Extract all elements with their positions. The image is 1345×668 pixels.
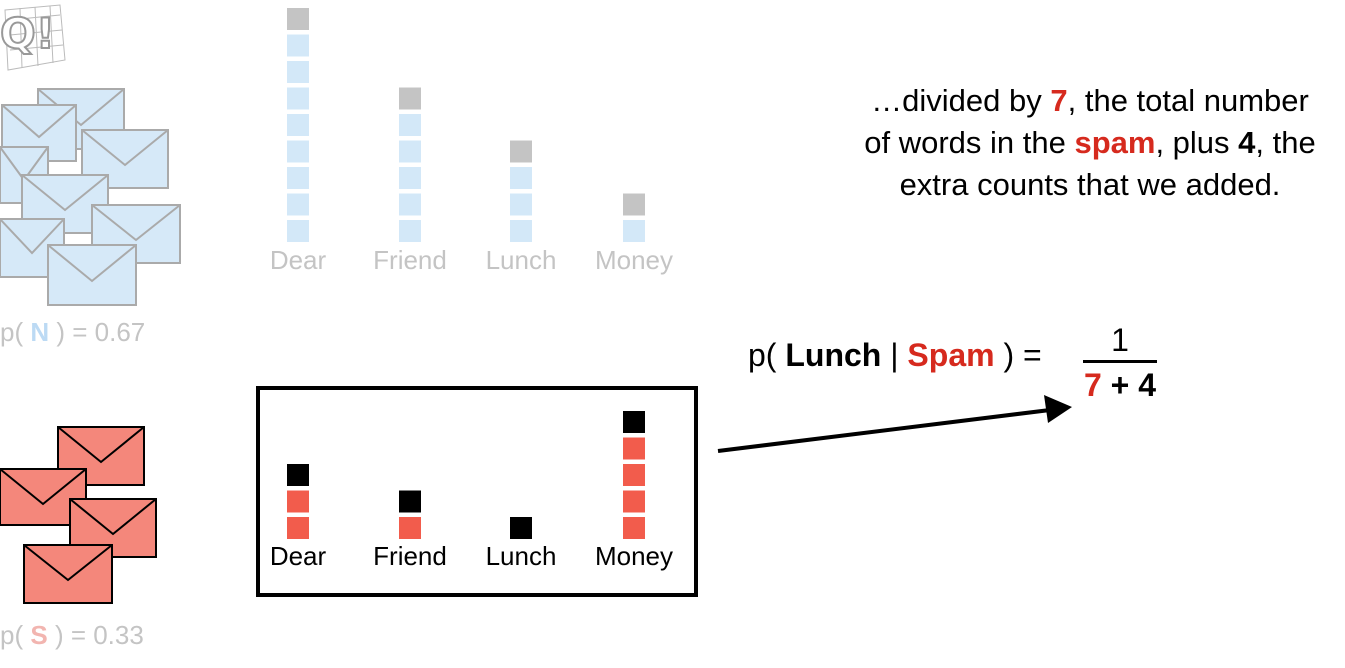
- formula-word: Lunch: [785, 337, 882, 373]
- spam-category-label: Friend: [373, 541, 447, 571]
- spam-category-label: Dear: [269, 541, 327, 571]
- normal-count-square: [510, 167, 532, 189]
- normal-count-square: [287, 34, 309, 57]
- normal-count-square: [399, 220, 421, 242]
- spam-count-square: [287, 490, 309, 513]
- normal-count-square: [287, 87, 309, 110]
- normal-count-square: [623, 220, 645, 242]
- svg-text:Q!: Q!: [0, 9, 55, 58]
- normal-category-label: Money: [594, 245, 674, 275]
- normal-category-label: Dear: [269, 245, 327, 275]
- spam-envelope-pile: [0, 426, 157, 604]
- spam-chart-frame: [256, 386, 698, 597]
- envelope-icon: [23, 544, 113, 604]
- normal-category-label: Lunch: [485, 245, 557, 275]
- probability-formula: p( Lunch | Spam ) =: [748, 337, 1042, 373]
- normal-count-square: [399, 114, 421, 136]
- normal-word-count-chart: [287, 8, 645, 242]
- spam-count-square: [623, 464, 645, 486]
- normal-extra-count-square: [399, 87, 421, 110]
- normal-extra-count-square: [623, 193, 645, 216]
- spam-prior-label: p( S ) = 0.33: [0, 620, 144, 650]
- spam-extra-count-square: [399, 490, 421, 513]
- normal-count-square: [510, 220, 532, 242]
- normal-extra-count-square: [510, 140, 532, 163]
- normal-count-square: [287, 140, 309, 163]
- normal-count-square: [287, 61, 309, 83]
- spam-extra-count-square: [287, 464, 309, 486]
- explanation-text: …divided by 7, the total number of words…: [864, 83, 1316, 202]
- formula-class: Spam: [907, 337, 995, 373]
- formula-numerator: 1: [1111, 322, 1129, 358]
- normal-count-square: [287, 114, 309, 136]
- normal-count-square: [399, 193, 421, 216]
- fraction-bar: [1083, 360, 1157, 363]
- spam-count-square: [287, 517, 309, 539]
- formula-fraction: 1 7 + 4: [1083, 322, 1157, 403]
- spam-category-label: Money: [594, 541, 674, 571]
- normal-count-square: [287, 220, 309, 242]
- normal-category-label: Friend: [373, 245, 447, 275]
- spam-count-square: [623, 517, 645, 539]
- normal-count-square: [399, 167, 421, 189]
- spam-count-square: [623, 490, 645, 513]
- spam-count-square: [623, 437, 645, 460]
- normal-count-square: [287, 167, 309, 189]
- normal-count-square: [399, 140, 421, 163]
- spam-word-count-chart: [287, 411, 645, 539]
- normal-count-square: [287, 193, 309, 216]
- arrow-icon: [717, 395, 1072, 453]
- normal-extra-count-square: [287, 8, 309, 30]
- envelope-icon: [47, 244, 137, 306]
- spam-category-label: Lunch: [485, 541, 557, 571]
- normal-count-square: [510, 193, 532, 216]
- normal-prior-label: p( N ) = 0.67: [0, 317, 146, 347]
- formula-denominator: 7 + 4: [1083, 367, 1157, 403]
- logo-icon: Q!: [0, 4, 66, 71]
- normal-envelope-pile: [0, 88, 181, 306]
- spam-count-square: [399, 517, 421, 539]
- spam-extra-count-square: [623, 411, 645, 433]
- spam-extra-count-square: [510, 517, 532, 539]
